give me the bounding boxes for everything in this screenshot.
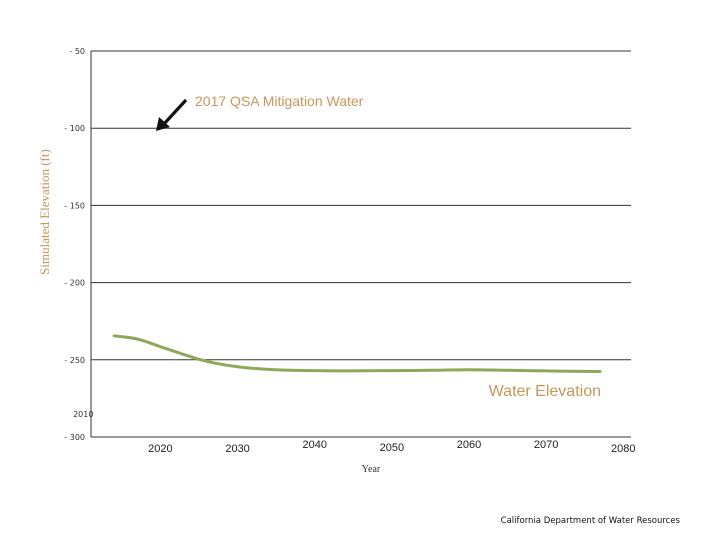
y-tick-label: - 150 — [64, 201, 85, 210]
y-tick-label: - 300 — [64, 433, 85, 442]
x-tick-label: 2010 — [73, 410, 93, 419]
x-tick-label: 2080 — [611, 443, 635, 455]
annotation-label: 2017 QSA Mitigation Water — [195, 93, 364, 109]
x-tick-label: 2040 — [302, 439, 326, 451]
x-axis-label: Year — [362, 464, 381, 475]
y-tick-label: - 50 — [69, 47, 85, 56]
x-tick-label: 2050 — [380, 442, 404, 454]
y-tick-label: - 200 — [64, 279, 85, 288]
x-tick-label: 2060 — [457, 439, 481, 451]
x-tick-label: 2020 — [148, 443, 172, 455]
x-tick-label: 2030 — [225, 443, 249, 455]
legend-label: Water Elevation — [489, 383, 601, 400]
series-line-water-elevation — [112, 334, 602, 373]
y-tick-label: - 100 — [64, 124, 85, 133]
x-tick-labels: 2010 2020 2030 2040 2050 2060 2070 2080 — [73, 410, 635, 455]
annotation-arrow — [156, 98, 188, 131]
footer-credit: California Department of Water Resources — [501, 516, 681, 526]
y-axis-label: Simulated Elevation (ft) — [37, 149, 52, 275]
x-tick-label: 2070 — [534, 439, 558, 451]
y-tick-label: - 250 — [64, 356, 85, 365]
y-gridlines — [90, 50, 631, 438]
series-group — [112, 334, 602, 373]
y-tick-labels: - 50 - 100 - 150 - 200 - 250 - 300 — [64, 47, 85, 442]
